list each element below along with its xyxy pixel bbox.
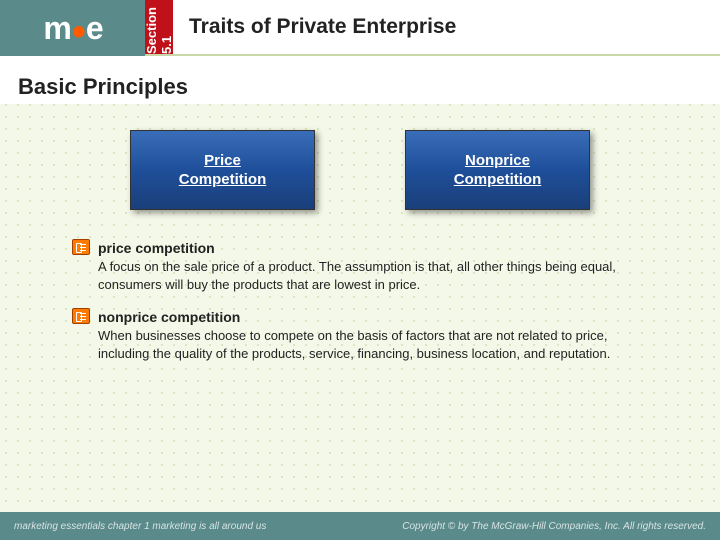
definition-item: price competition A focus on the sale pr… <box>98 240 642 293</box>
logo-bullet: • <box>72 10 84 55</box>
footer-right: Copyright © by The McGraw-Hill Companies… <box>402 521 706 532</box>
slide-footer: marketing essentials chapter 1 marketing… <box>0 512 720 540</box>
box-label: Nonprice Competition <box>454 151 542 190</box>
slide-title: Traits of Private Enterprise <box>173 0 720 54</box>
definitions: price competition A focus on the sale pr… <box>18 240 702 362</box>
box-label: Price Competition <box>179 151 267 190</box>
definition-term: price competition <box>98 240 642 256</box>
definition-item: nonprice competition When businesses cho… <box>98 309 642 362</box>
definition-term-text: price competition <box>98 240 215 256</box>
logo-letter-e: e <box>86 10 102 47</box>
definition-term: nonprice competition <box>98 309 642 325</box>
glossary-icon <box>72 308 90 324</box>
slide-subtitle: Basic Principles <box>18 74 702 100</box>
footer-left: marketing essentials chapter 1 marketing… <box>14 521 266 532</box>
definition-body: When businesses choose to compete on the… <box>98 327 642 362</box>
definition-term-text: nonprice competition <box>98 309 240 325</box>
concept-boxes: Price Competition Nonprice Competition <box>18 130 702 210</box>
definition-body: A focus on the sale price of a product. … <box>98 258 642 293</box>
slide-content: Basic Principles Price Competition Nonpr… <box>0 56 720 512</box>
glossary-icon <box>72 239 90 255</box>
section-label: Section 5.1 <box>145 0 173 54</box>
slide-header: m • e Section 5.1 Traits of Private Ente… <box>0 0 720 56</box>
box-nonprice-competition: Nonprice Competition <box>405 130 590 210</box>
logo: m • e <box>0 0 145 56</box>
box-price-competition: Price Competition <box>130 130 315 210</box>
logo-letter-m: m <box>43 10 69 47</box>
